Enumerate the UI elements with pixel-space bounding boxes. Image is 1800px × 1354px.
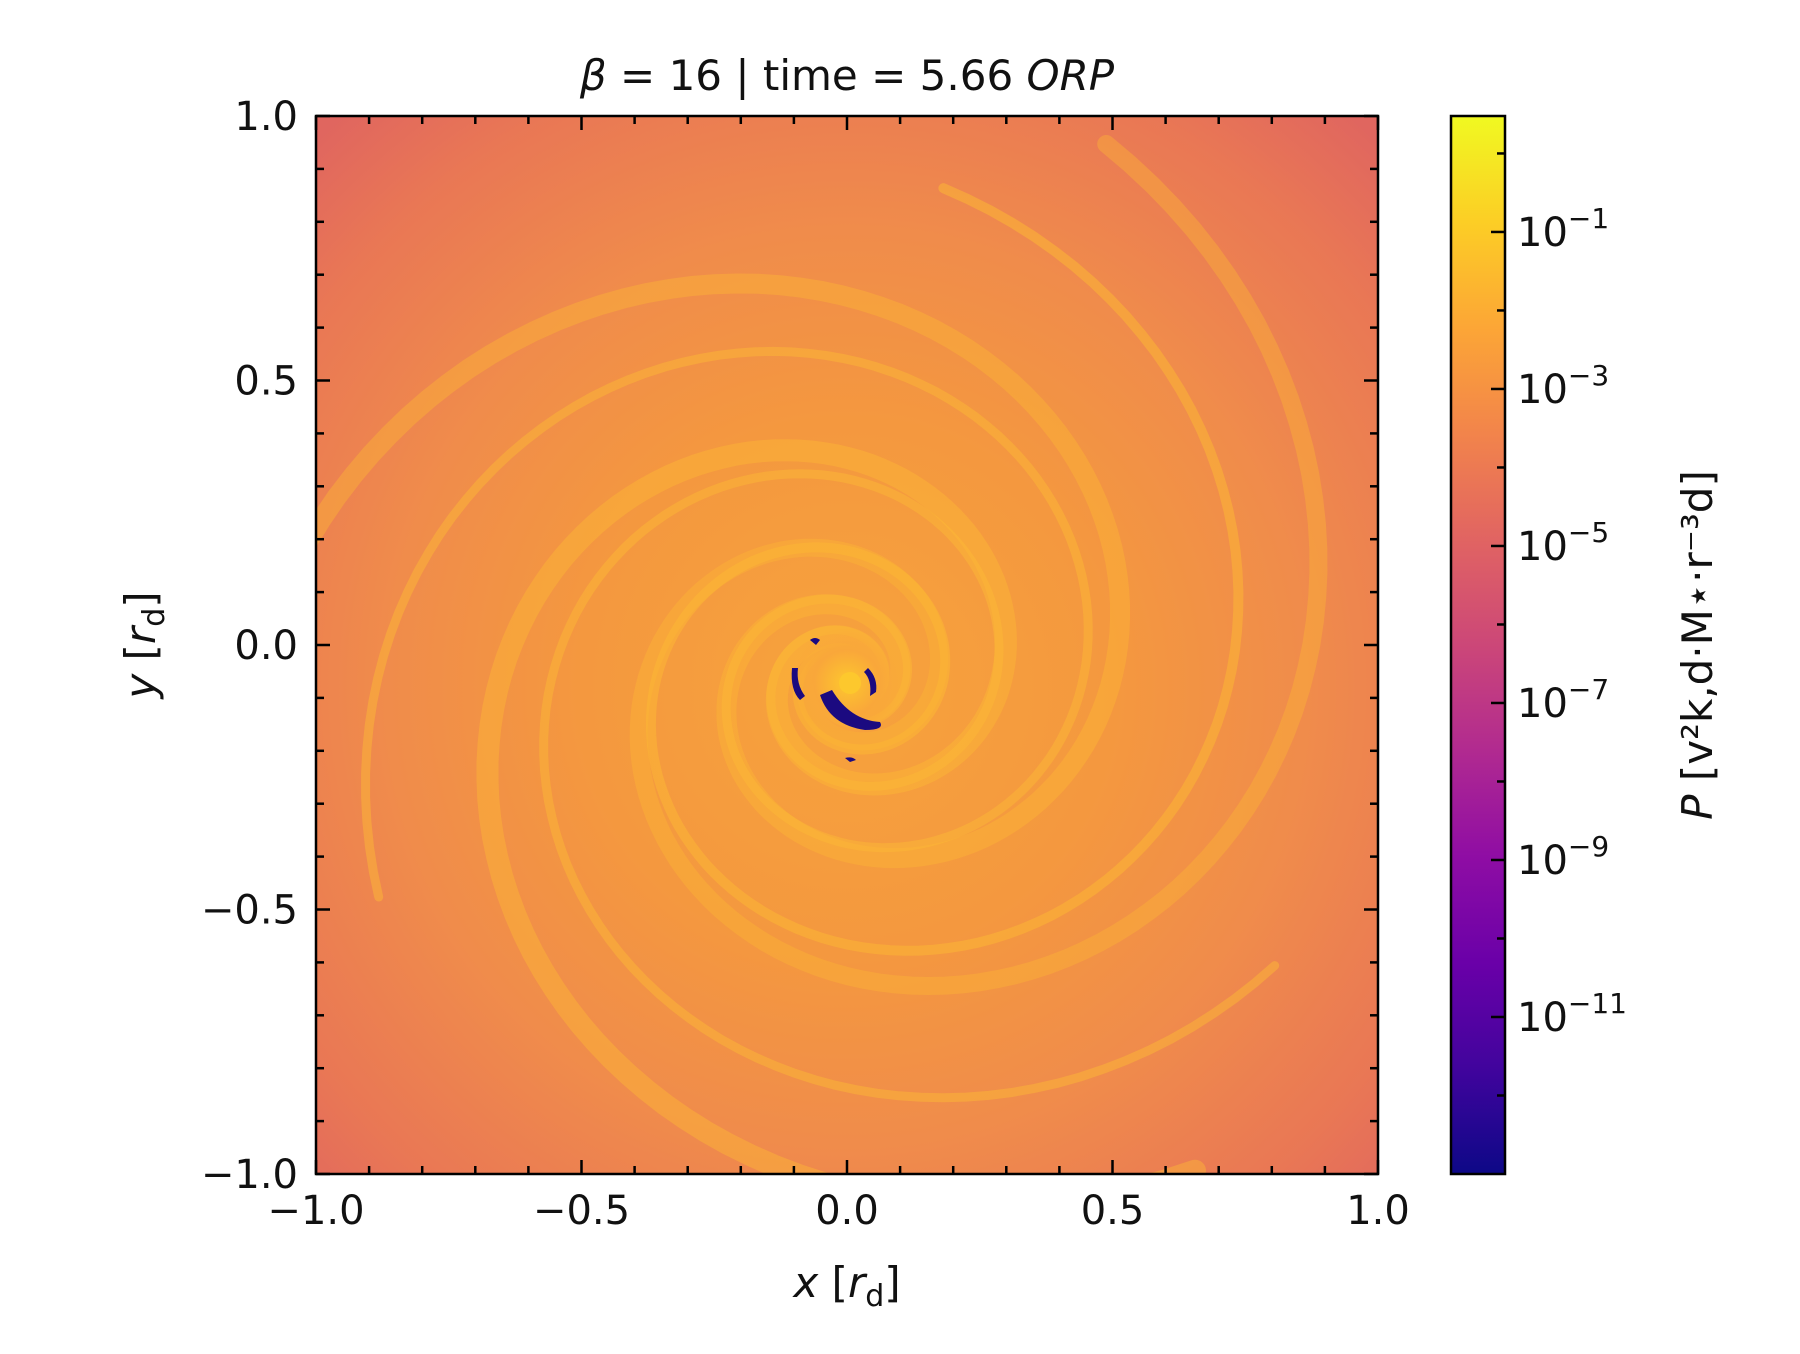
- colorbar-tick-label: 10−7: [1517, 673, 1609, 727]
- colorbar-tick-label: 10−5: [1517, 516, 1609, 570]
- colorbar: [1451, 116, 1505, 1174]
- y-tick-label: 1.0: [234, 94, 298, 140]
- axis-ticks: [314, 114, 1380, 1176]
- y-tick-label: 0.0: [234, 623, 298, 669]
- y-tick-label: −1.0: [201, 1152, 298, 1198]
- x-tick-label: −0.5: [533, 1188, 630, 1234]
- colorbar-tick-label: 10−9: [1517, 830, 1609, 884]
- y-tick-label: −0.5: [201, 888, 298, 934]
- axis-tick-labels: −1.0 −0.5 0.0 0.5 1.0 −1.0 −0.5 0.0 0.5 1.0: [201, 94, 1410, 1234]
- x-tick-label: 0.5: [1081, 1188, 1145, 1234]
- pressure-map: [316, 116, 1378, 1174]
- y-axis-label: y [rd]: [116, 591, 172, 700]
- colorbar-tick-label: 10−11: [1517, 987, 1627, 1041]
- x-tick-label: 0.0: [815, 1188, 879, 1234]
- colorbar-tick-label: 10−3: [1517, 359, 1609, 413]
- chart-title: β = 16 | time = 5.66 ORP: [579, 51, 1115, 100]
- x-axis-label: x [rd]: [791, 1258, 900, 1314]
- colorbar-frame: [1449, 114, 1507, 1176]
- colorbar-tick-label: 10−1: [1517, 202, 1609, 256]
- colorbar-label: P [v²k,d·M⋆·r⁻³d]: [1673, 470, 1722, 820]
- low-pressure-region: [791, 638, 881, 762]
- colorbar-ticks: 10−11 10−9 10−7 10−5 10−3 10−1: [1491, 152, 1627, 1097]
- x-tick-label: −1.0: [267, 1188, 364, 1234]
- y-tick-label: 0.5: [234, 359, 298, 405]
- central-source: [839, 672, 861, 694]
- x-tick-label: 1.0: [1346, 1188, 1410, 1234]
